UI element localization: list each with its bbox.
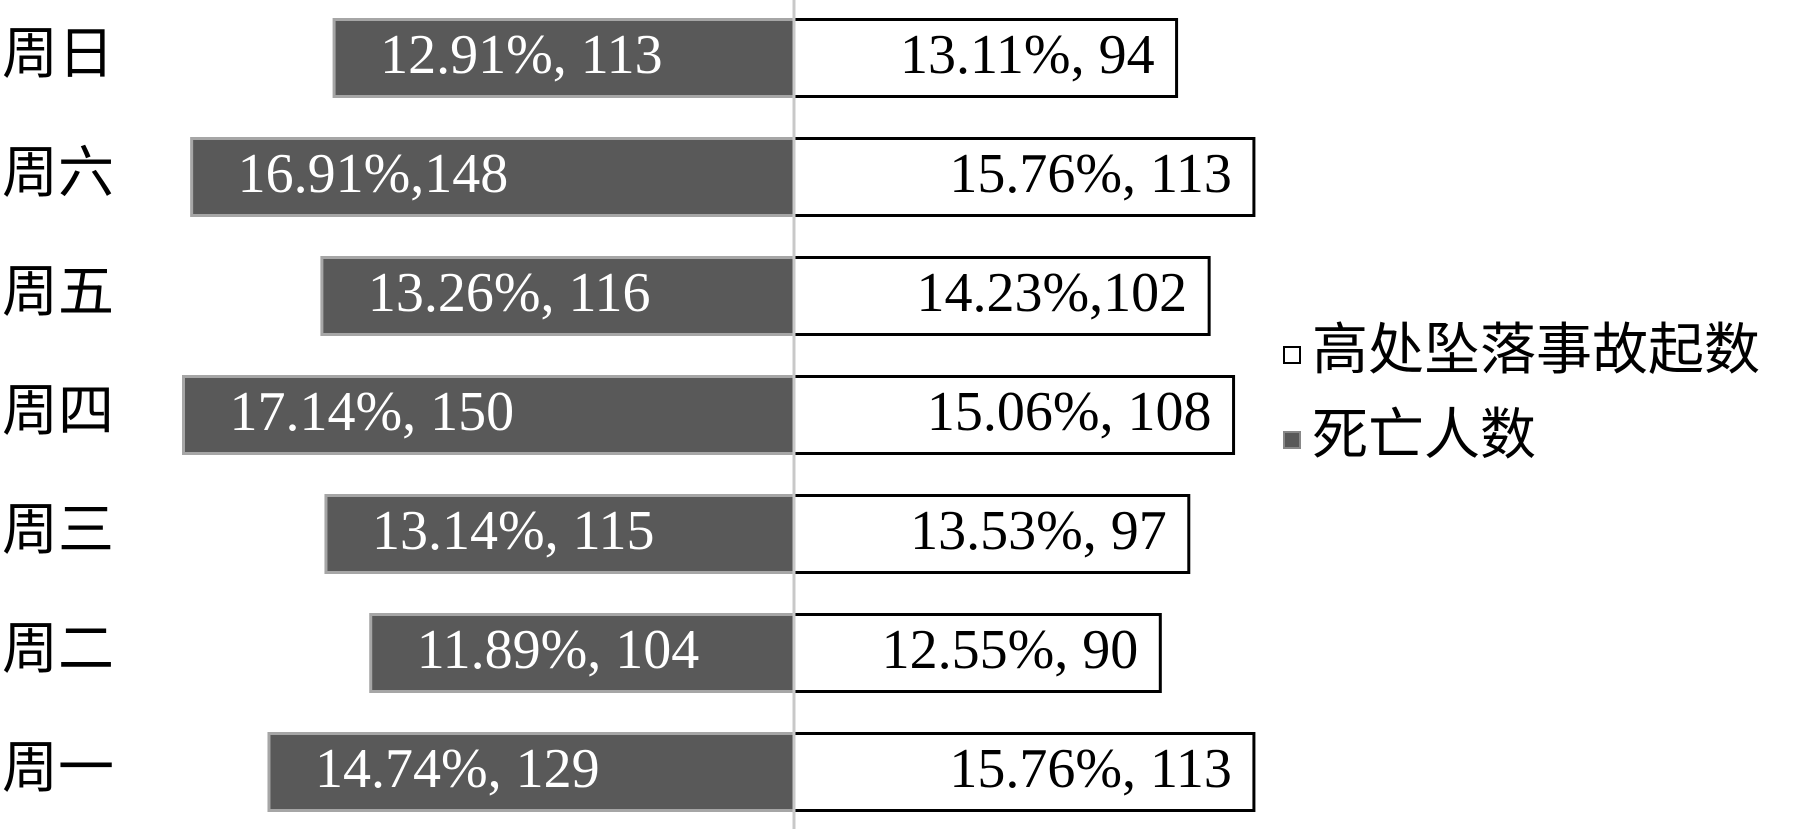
value-label: 15.76%, 113 — [949, 738, 1232, 800]
value-label: 15.06%, 108 — [927, 381, 1212, 443]
value-label: 12.55%, 90 — [882, 619, 1139, 681]
legend-swatch — [1283, 346, 1301, 364]
bar — [792, 613, 1162, 693]
value-label: 13.14%, 115 — [372, 500, 655, 562]
bar — [369, 613, 796, 693]
bar — [792, 732, 1256, 812]
value-label: 15.76%, 113 — [949, 143, 1232, 205]
bar — [332, 18, 796, 98]
value-label: 12.91%, 113 — [380, 24, 663, 86]
category-label: 周四 — [2, 381, 114, 443]
bar — [792, 18, 1179, 98]
category-label: 周三 — [2, 500, 114, 562]
bar — [792, 256, 1211, 336]
value-label: 13.26%, 116 — [368, 262, 651, 324]
category-label: 周一 — [2, 738, 114, 800]
bar — [792, 137, 1256, 217]
value-label: 13.11%, 94 — [900, 24, 1155, 86]
legend-swatch — [1283, 431, 1301, 449]
value-label: 11.89%, 104 — [417, 619, 700, 681]
value-label: 16.91%,148 — [238, 143, 509, 205]
category-label: 周二 — [2, 619, 114, 681]
bar — [182, 375, 796, 455]
bar — [267, 732, 796, 812]
value-label: 14.23%,102 — [916, 262, 1187, 324]
bar — [320, 256, 796, 336]
value-label: 17.14%, 150 — [230, 381, 515, 443]
value-label: 14.74%, 129 — [315, 738, 600, 800]
category-label: 周五 — [2, 262, 114, 324]
category-label: 周六 — [2, 143, 114, 205]
legend-label: 死亡人数 — [1312, 405, 1536, 467]
bar — [324, 494, 796, 574]
legend-label: 高处坠落事故起数 — [1312, 320, 1760, 382]
value-label: 13.53%, 97 — [910, 500, 1167, 562]
bar — [792, 375, 1236, 455]
category-label: 周日 — [2, 24, 114, 86]
